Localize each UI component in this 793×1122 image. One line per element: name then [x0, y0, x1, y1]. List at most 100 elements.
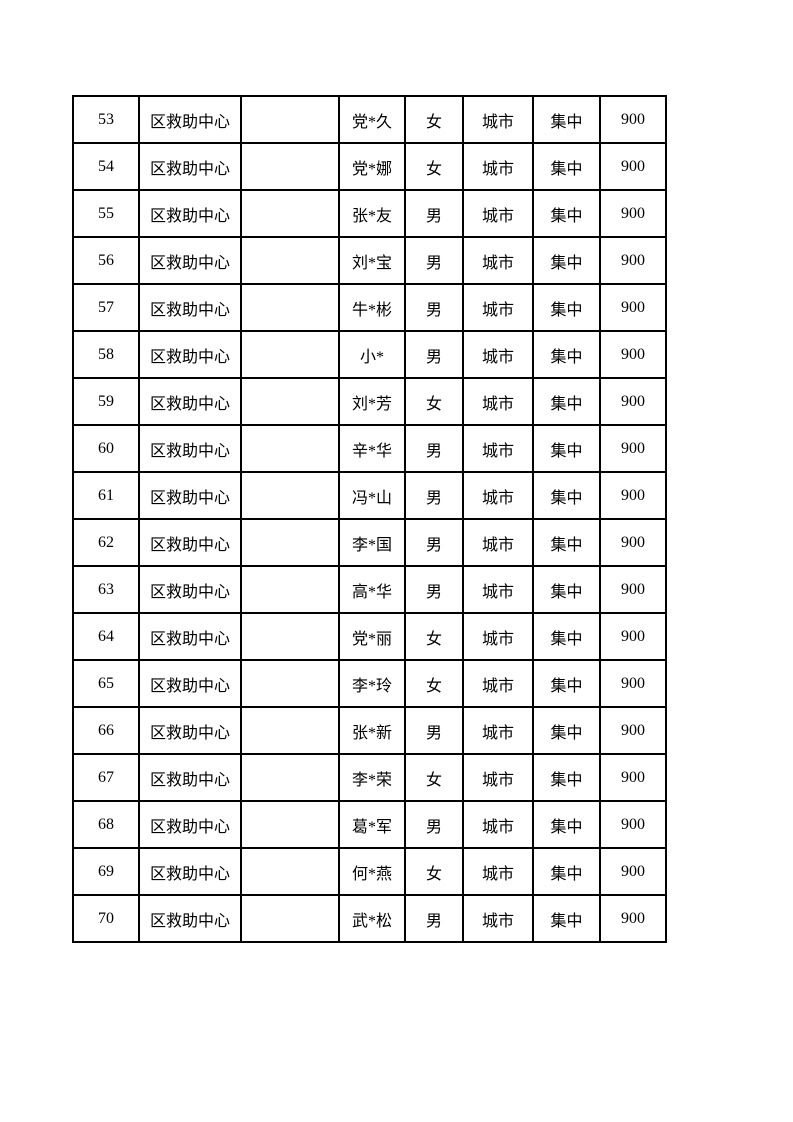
- cell-amount: 900: [599, 612, 667, 661]
- cell-blank: [240, 330, 340, 379]
- cell-gender: 男: [404, 236, 464, 285]
- cell-person-name: 何*燕: [338, 847, 406, 896]
- cell-sequence-number: 65: [72, 659, 140, 708]
- cell-person-name: 葛*军: [338, 800, 406, 849]
- table-row: 68 区救助中心 葛*军 男 城市 集中 900: [72, 800, 667, 849]
- cell-amount: 900: [599, 330, 667, 379]
- table-row: 60 区救助中心 辛*华 男 城市 集中 900: [72, 424, 667, 473]
- cell-sequence-number: 62: [72, 518, 140, 567]
- cell-blank: [240, 894, 340, 943]
- table-row: 66 区救助中心 张*新 男 城市 集中 900: [72, 706, 667, 755]
- cell-support-mode: 集中: [532, 424, 601, 473]
- cell-organization: 区救助中心: [138, 847, 242, 896]
- cell-sequence-number: 61: [72, 471, 140, 520]
- cell-amount: 900: [599, 471, 667, 520]
- cell-support-mode: 集中: [532, 142, 601, 191]
- cell-gender: 女: [404, 847, 464, 896]
- table-row: 64 区救助中心 党*丽 女 城市 集中 900: [72, 612, 667, 661]
- table-row: 63 区救助中心 高*华 男 城市 集中 900: [72, 565, 667, 614]
- cell-support-mode: 集中: [532, 659, 601, 708]
- cell-gender: 男: [404, 518, 464, 567]
- table-row: 59 区救助中心 刘*芳 女 城市 集中 900: [72, 377, 667, 426]
- cell-area-type: 城市: [462, 189, 534, 238]
- cell-organization: 区救助中心: [138, 753, 242, 802]
- cell-gender: 男: [404, 283, 464, 332]
- cell-sequence-number: 56: [72, 236, 140, 285]
- cell-amount: 900: [599, 847, 667, 896]
- cell-support-mode: 集中: [532, 518, 601, 567]
- cell-sequence-number: 66: [72, 706, 140, 755]
- cell-person-name: 党*娜: [338, 142, 406, 191]
- cell-blank: [240, 706, 340, 755]
- cell-area-type: 城市: [462, 753, 534, 802]
- cell-gender: 男: [404, 189, 464, 238]
- table-row: 57 区救助中心 牛*彬 男 城市 集中 900: [72, 283, 667, 332]
- table-row: 58 区救助中心 小* 男 城市 集中 900: [72, 330, 667, 379]
- cell-support-mode: 集中: [532, 894, 601, 943]
- cell-amount: 900: [599, 95, 667, 144]
- cell-sequence-number: 58: [72, 330, 140, 379]
- cell-person-name: 张*新: [338, 706, 406, 755]
- cell-blank: [240, 800, 340, 849]
- cell-blank: [240, 753, 340, 802]
- cell-sequence-number: 54: [72, 142, 140, 191]
- cell-person-name: 高*华: [338, 565, 406, 614]
- roster-table: 53 区救助中心 党*久 女 城市 集中 900 54 区救助中心 党*娜 女 …: [72, 95, 667, 943]
- cell-sequence-number: 68: [72, 800, 140, 849]
- cell-amount: 900: [599, 377, 667, 426]
- cell-gender: 女: [404, 753, 464, 802]
- cell-organization: 区救助中心: [138, 377, 242, 426]
- cell-amount: 900: [599, 283, 667, 332]
- cell-support-mode: 集中: [532, 800, 601, 849]
- cell-area-type: 城市: [462, 847, 534, 896]
- cell-blank: [240, 189, 340, 238]
- cell-amount: 900: [599, 189, 667, 238]
- cell-gender: 男: [404, 894, 464, 943]
- cell-blank: [240, 518, 340, 567]
- table-row: 61 区救助中心 冯*山 男 城市 集中 900: [72, 471, 667, 520]
- cell-support-mode: 集中: [532, 377, 601, 426]
- cell-area-type: 城市: [462, 424, 534, 473]
- table-row: 69 区救助中心 何*燕 女 城市 集中 900: [72, 847, 667, 896]
- cell-gender: 女: [404, 659, 464, 708]
- cell-organization: 区救助中心: [138, 424, 242, 473]
- cell-support-mode: 集中: [532, 847, 601, 896]
- cell-organization: 区救助中心: [138, 800, 242, 849]
- cell-organization: 区救助中心: [138, 659, 242, 708]
- cell-organization: 区救助中心: [138, 894, 242, 943]
- cell-blank: [240, 565, 340, 614]
- cell-area-type: 城市: [462, 236, 534, 285]
- cell-amount: 900: [599, 424, 667, 473]
- cell-area-type: 城市: [462, 659, 534, 708]
- cell-blank: [240, 236, 340, 285]
- cell-person-name: 刘*宝: [338, 236, 406, 285]
- cell-organization: 区救助中心: [138, 471, 242, 520]
- table-row: 54 区救助中心 党*娜 女 城市 集中 900: [72, 142, 667, 191]
- cell-blank: [240, 612, 340, 661]
- cell-amount: 900: [599, 518, 667, 567]
- cell-blank: [240, 95, 340, 144]
- cell-area-type: 城市: [462, 330, 534, 379]
- cell-area-type: 城市: [462, 142, 534, 191]
- cell-organization: 区救助中心: [138, 565, 242, 614]
- cell-gender: 男: [404, 565, 464, 614]
- roster-table-body: 53 区救助中心 党*久 女 城市 集中 900 54 区救助中心 党*娜 女 …: [72, 95, 667, 943]
- cell-gender: 男: [404, 706, 464, 755]
- cell-gender: 男: [404, 800, 464, 849]
- cell-amount: 900: [599, 706, 667, 755]
- cell-person-name: 武*松: [338, 894, 406, 943]
- cell-gender: 女: [404, 142, 464, 191]
- cell-blank: [240, 471, 340, 520]
- cell-person-name: 李*荣: [338, 753, 406, 802]
- cell-support-mode: 集中: [532, 330, 601, 379]
- cell-gender: 男: [404, 424, 464, 473]
- cell-organization: 区救助中心: [138, 706, 242, 755]
- cell-area-type: 城市: [462, 894, 534, 943]
- cell-support-mode: 集中: [532, 471, 601, 520]
- cell-blank: [240, 424, 340, 473]
- cell-sequence-number: 64: [72, 612, 140, 661]
- cell-area-type: 城市: [462, 800, 534, 849]
- table-row: 67 区救助中心 李*荣 女 城市 集中 900: [72, 753, 667, 802]
- cell-sequence-number: 59: [72, 377, 140, 426]
